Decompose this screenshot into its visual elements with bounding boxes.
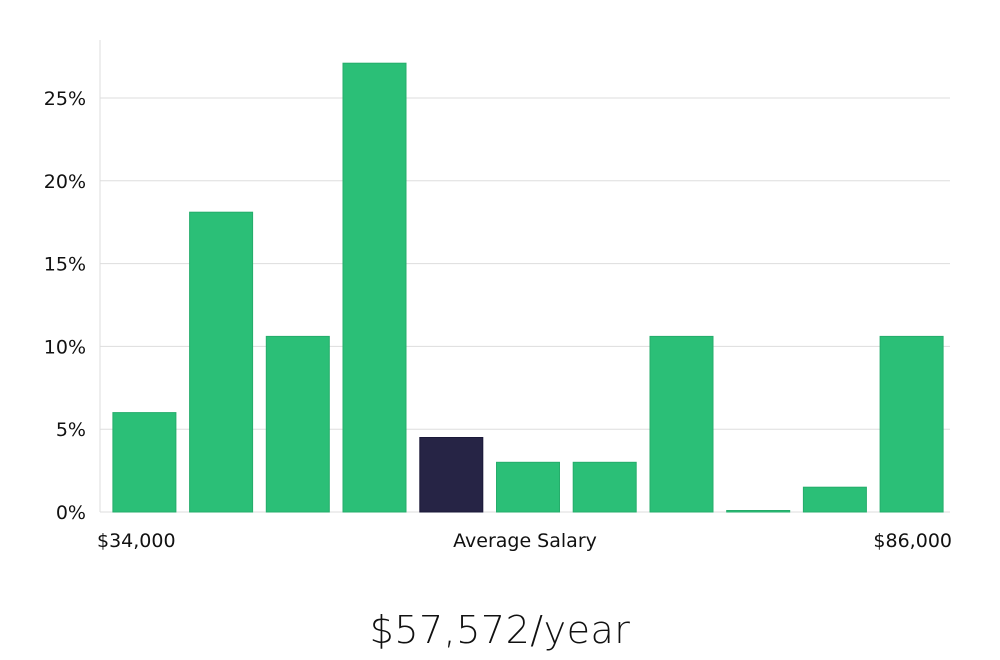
y-tick-label: 20% [44,171,86,193]
y-tick-label: 10% [44,336,86,358]
y-tick-label: 25% [44,88,86,110]
bar [342,62,407,513]
y-tick-label: 0% [56,502,86,524]
bar [496,461,560,513]
x-center-label: Average Salary [453,530,597,552]
y-tick-labels: 0% 5% 10% 15% 20% 25% [44,88,86,524]
x-max-label: $86,000 [873,530,952,552]
bar [649,335,714,513]
bar [112,412,177,513]
y-tick-label: 5% [56,419,86,441]
bar [879,335,944,513]
bar [726,510,791,513]
salary-histogram: 0%5%10%15%20%25% $34,000 Average Salary … [44,40,952,552]
average-salary-value: $57,572/year [369,608,631,652]
bar [572,461,637,513]
y-tick-label: 15% [44,254,86,276]
bars [112,62,944,513]
bar [189,211,254,513]
bar [802,486,867,513]
bar-highlighted [419,437,484,513]
bar [265,335,330,513]
x-min-label: $34,000 [97,530,176,552]
